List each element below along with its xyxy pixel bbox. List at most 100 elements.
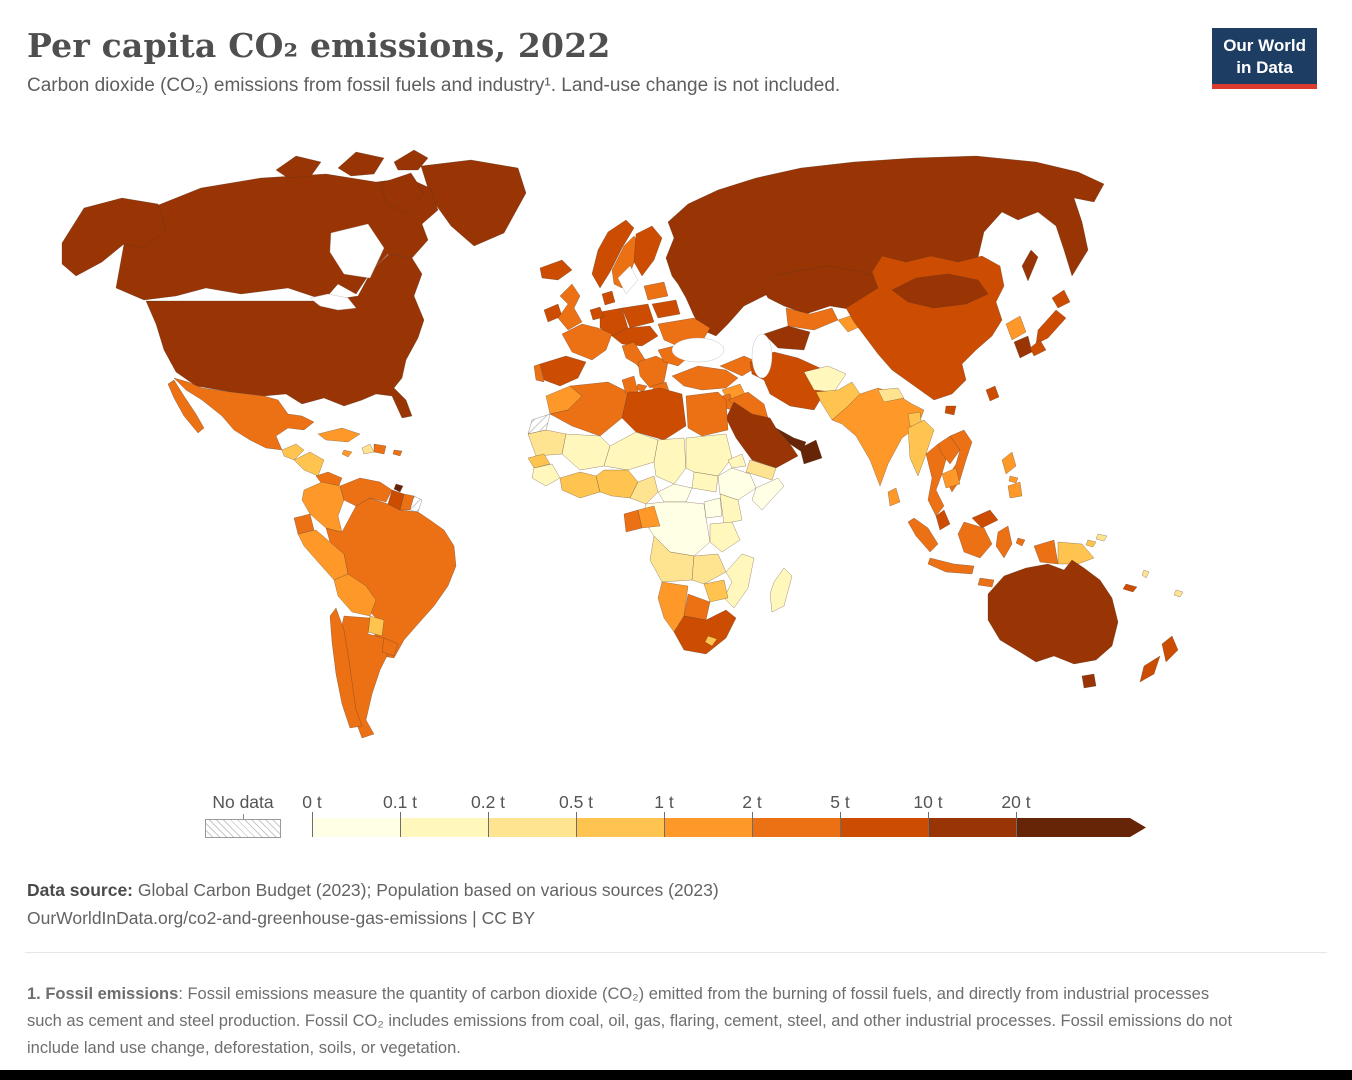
map-region-algeria[interactable] bbox=[549, 381, 629, 437]
legend-bin-swatch[interactable] bbox=[664, 818, 752, 837]
map-region-belarus[interactable] bbox=[651, 299, 681, 319]
map-region-canada-arctic-3[interactable] bbox=[393, 149, 429, 171]
map-region-hokkaido[interactable] bbox=[1051, 289, 1071, 309]
map-region-honduras-nicaragua[interactable] bbox=[293, 451, 325, 477]
map-region-yemen[interactable] bbox=[745, 459, 777, 481]
map-region-new-zealand-south[interactable] bbox=[1139, 655, 1161, 683]
map-region-canada-arctic-2[interactable] bbox=[337, 151, 385, 177]
map-region-south-korea[interactable] bbox=[1013, 335, 1033, 359]
map-region-sri-lanka[interactable] bbox=[887, 487, 901, 507]
legend-bin-swatch[interactable] bbox=[576, 818, 664, 837]
map-region-dominican-republic[interactable] bbox=[373, 443, 387, 455]
map-region-mozambique[interactable] bbox=[723, 553, 755, 609]
map-region-alaska[interactable] bbox=[61, 197, 167, 277]
map-region-honshu[interactable] bbox=[1035, 309, 1067, 345]
map-region-uganda[interactable] bbox=[703, 497, 723, 519]
map-region-canada-arctic-1[interactable] bbox=[275, 155, 322, 179]
map-region-saudi-arabia[interactable] bbox=[725, 401, 799, 469]
map-region-sumatra[interactable] bbox=[907, 517, 939, 553]
map-region-sulawesi[interactable] bbox=[995, 525, 1013, 559]
map-region-australia[interactable] bbox=[987, 559, 1119, 665]
map-region-sakhalin[interactable] bbox=[1021, 249, 1039, 282]
map-region-nigeria[interactable] bbox=[595, 469, 639, 499]
map-region-nepal[interactable] bbox=[877, 387, 905, 403]
map-region-fiji[interactable] bbox=[1173, 589, 1184, 598]
map-region-balkans[interactable] bbox=[637, 355, 669, 389]
map-region-mauritania[interactable] bbox=[527, 429, 567, 457]
map-region-visayas[interactable] bbox=[1008, 475, 1019, 484]
map-region-iceland[interactable] bbox=[539, 259, 573, 281]
map-region-mongolia[interactable] bbox=[891, 273, 989, 309]
map-region-united-kingdom[interactable] bbox=[557, 283, 583, 331]
map-region-zambia[interactable] bbox=[691, 553, 727, 585]
map-region-niger[interactable] bbox=[603, 431, 659, 471]
map-region-egypt[interactable] bbox=[685, 391, 729, 437]
source-link-line[interactable]: OurWorldInData.org/co2-and-greenhouse-ga… bbox=[27, 908, 536, 928]
map-region-papua-new-guinea[interactable] bbox=[1057, 541, 1095, 565]
map-region-chile[interactable] bbox=[329, 607, 363, 729]
map-region-mexico[interactable] bbox=[173, 377, 315, 451]
map-region-kyushu[interactable] bbox=[1029, 339, 1047, 357]
map-region-kenya[interactable] bbox=[719, 493, 743, 525]
legend-no-data-swatch[interactable] bbox=[205, 819, 281, 838]
map-region-cambodia[interactable] bbox=[941, 467, 961, 489]
map-region-sudan[interactable] bbox=[685, 433, 733, 477]
map-region-maluku[interactable] bbox=[1015, 537, 1026, 547]
map-region-madagascar[interactable] bbox=[769, 567, 793, 613]
map-region-vanuatu[interactable] bbox=[1141, 569, 1150, 579]
map-region-south-sudan[interactable] bbox=[691, 471, 719, 493]
map-region-denmark[interactable] bbox=[601, 290, 616, 306]
map-region-baffin-island[interactable] bbox=[380, 172, 425, 214]
map-region-afghanistan[interactable] bbox=[803, 365, 847, 393]
map-region-venezuela[interactable] bbox=[339, 477, 393, 507]
map-region-new-zealand-north[interactable] bbox=[1161, 635, 1179, 663]
map-region-taiwan[interactable] bbox=[985, 385, 1000, 402]
map-region-finland[interactable] bbox=[633, 225, 663, 277]
owid-logo[interactable]: Our World in Data bbox=[1212, 28, 1317, 90]
map-region-java[interactable] bbox=[927, 557, 975, 575]
map-region-central-europe[interactable] bbox=[611, 325, 659, 347]
map-region-congo[interactable] bbox=[637, 505, 661, 529]
map-region-luzon[interactable] bbox=[1001, 451, 1017, 475]
map-region-norway[interactable] bbox=[591, 219, 635, 289]
legend-bin-swatch[interactable] bbox=[488, 818, 576, 837]
legend-bin-swatch[interactable] bbox=[1016, 818, 1146, 837]
map-region-ivory-coast-ghana[interactable] bbox=[559, 471, 601, 499]
map-region-ecuador[interactable] bbox=[293, 513, 315, 535]
map-region-laos[interactable] bbox=[937, 435, 961, 465]
map-region-uruguay[interactable] bbox=[381, 637, 399, 657]
map-region-portugal[interactable] bbox=[533, 363, 545, 383]
map-region-haiti[interactable] bbox=[361, 443, 375, 455]
legend-bin-swatch[interactable] bbox=[840, 818, 928, 837]
map-region-oman[interactable] bbox=[799, 439, 823, 465]
map-region-libya[interactable] bbox=[621, 387, 687, 441]
map-region-jamaica[interactable] bbox=[341, 449, 353, 458]
map-region-benelux[interactable] bbox=[589, 306, 605, 321]
map-region-guinea[interactable] bbox=[531, 463, 561, 487]
map-region-baltics[interactable] bbox=[643, 281, 669, 301]
map-region-colombia[interactable] bbox=[301, 481, 345, 533]
legend-bin-swatch[interactable] bbox=[312, 818, 400, 837]
legend-bin-swatch[interactable] bbox=[752, 818, 840, 837]
legend-bin-swatch[interactable] bbox=[400, 818, 488, 837]
map-region-solomon-islands[interactable] bbox=[1095, 533, 1108, 542]
map-region-turkey[interactable] bbox=[671, 365, 739, 391]
map-region-baja-california[interactable] bbox=[167, 379, 205, 434]
map-region-bolivia[interactable] bbox=[333, 573, 377, 617]
map-region-kalimantan[interactable] bbox=[957, 521, 993, 559]
map-region-south-africa[interactable] bbox=[673, 609, 737, 655]
map-region-new-britain[interactable] bbox=[1085, 539, 1097, 548]
map-region-papua-indonesia[interactable] bbox=[1033, 539, 1059, 565]
map-region-spain[interactable] bbox=[539, 355, 587, 387]
map-region-chad[interactable] bbox=[653, 437, 687, 485]
map-region-lesotho[interactable] bbox=[704, 635, 718, 647]
map-region-french-guiana[interactable] bbox=[409, 495, 423, 513]
map-region-turkmenistan[interactable] bbox=[763, 325, 811, 351]
map-region-mindanao[interactable] bbox=[1007, 481, 1023, 499]
map-region-mali[interactable] bbox=[561, 433, 611, 471]
map-region-greenland[interactable] bbox=[420, 159, 527, 247]
map-region-hainan[interactable] bbox=[944, 405, 957, 416]
map-region-puerto-rico[interactable] bbox=[392, 449, 403, 457]
map-region-malaysia-borneo[interactable] bbox=[971, 509, 999, 529]
map-region-cuba[interactable] bbox=[317, 427, 361, 443]
